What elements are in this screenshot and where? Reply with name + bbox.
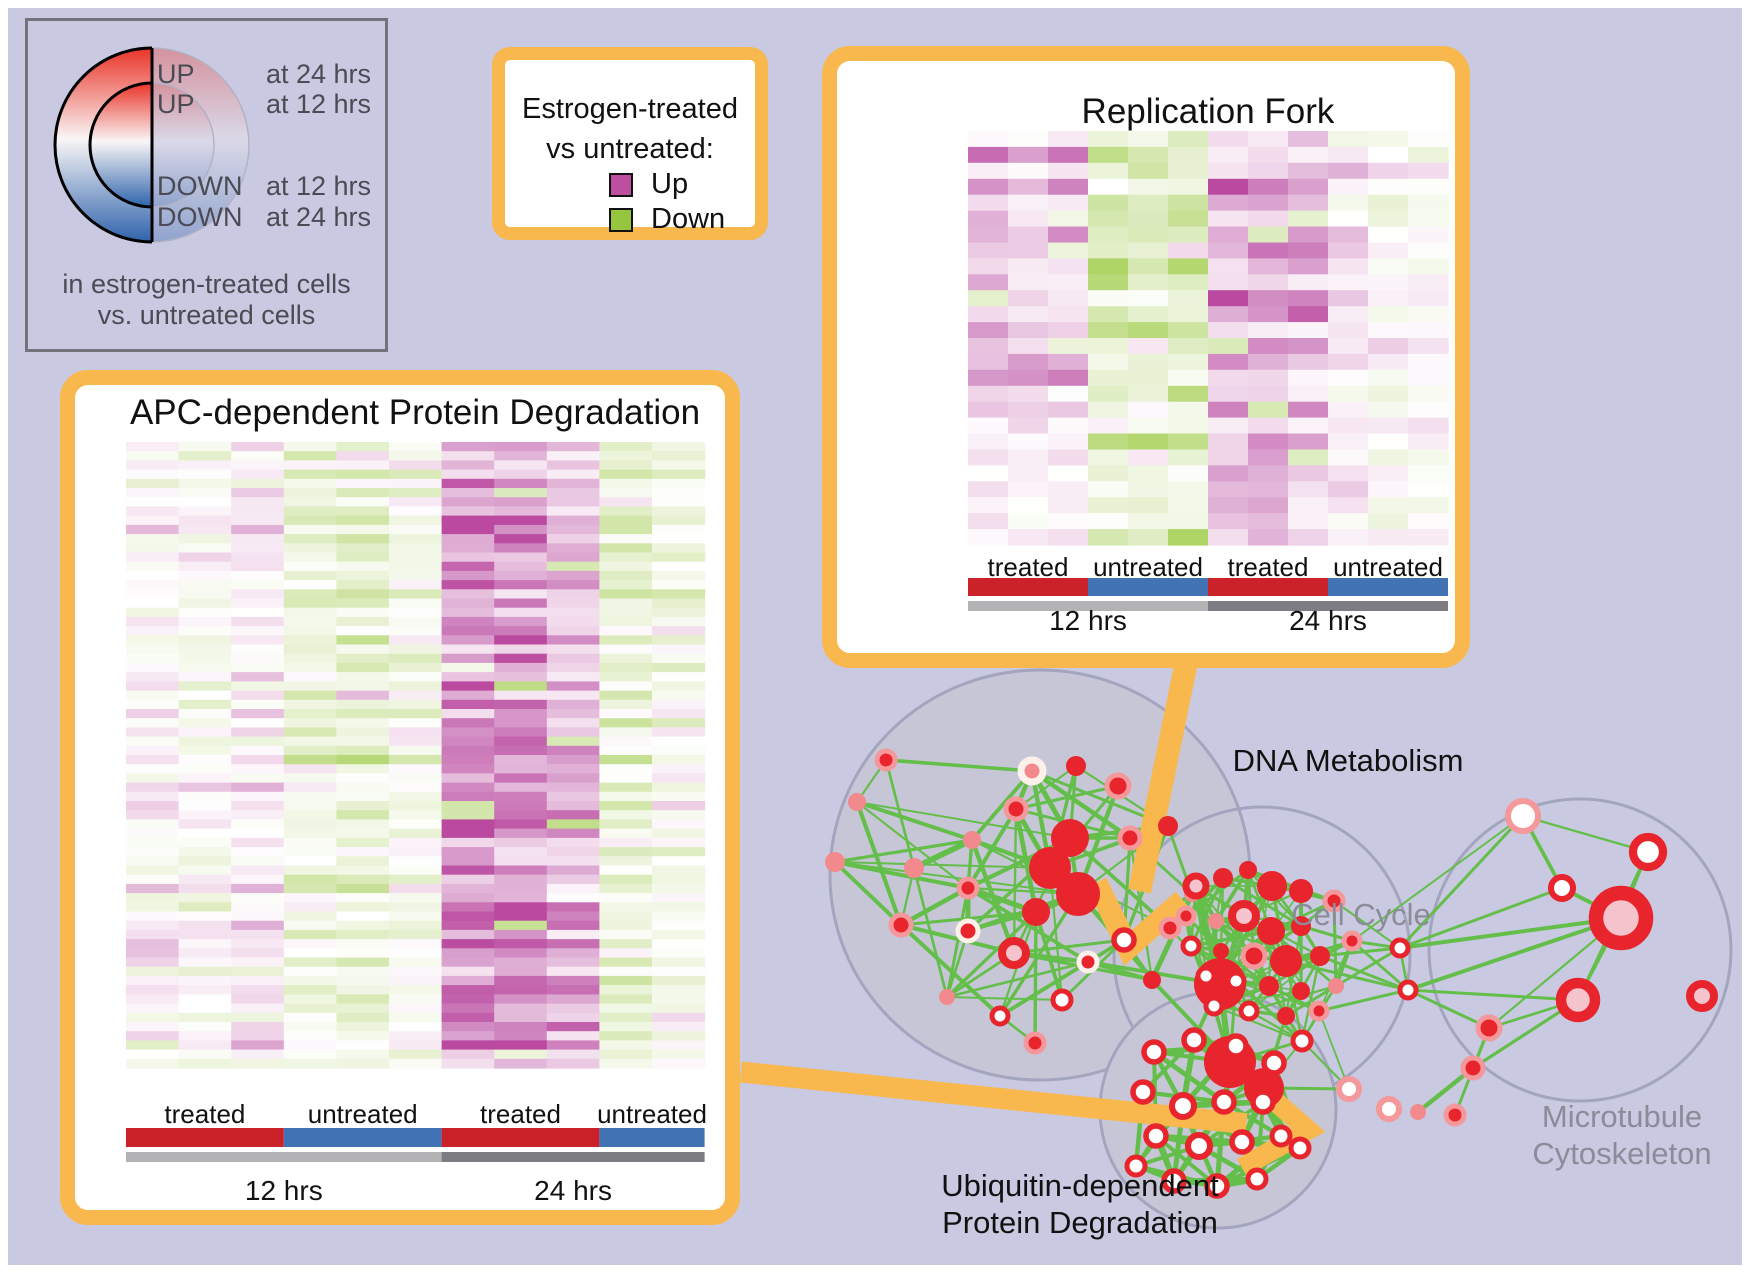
replication-fork-panel (822, 46, 1470, 668)
ring-legend-up24-time: at 24 hrs (265, 59, 371, 89)
ring-legend-up24-dir: UP (157, 59, 195, 89)
apc-panel (60, 370, 740, 1225)
apc-title: APC-dependent Protein Degradation (129, 393, 701, 432)
up-color-swatch (609, 173, 633, 197)
ring-legend-down24-dir: DOWN (157, 202, 243, 232)
ring-legend-down12-time: at 12 hrs (265, 171, 371, 201)
inner-ring-solid (88, 81, 152, 209)
updown-legend-title-1: Estrogen-treated (521, 93, 738, 125)
down-label: Down (651, 203, 726, 235)
down-color-swatch (609, 208, 633, 232)
ring-legend-box: UP at 24 hrs UP at 12 hrs DOWN at 12 hrs… (25, 18, 388, 352)
ring-legend-down24-time: at 24 hrs (265, 202, 371, 232)
replication-fork-title: Replication Fork (1081, 92, 1335, 131)
updown-legend-title-2: vs untreated: (546, 133, 714, 165)
ring-legend-down12-dir: DOWN (157, 171, 243, 201)
ring-legend-footnote-1: in estrogen-treated cells (62, 269, 351, 299)
ring-legend-up12-dir: UP (157, 89, 195, 119)
ring-legend-footnote-2: vs. untreated cells (97, 300, 316, 330)
ring-legend-up12-time: at 12 hrs (265, 89, 371, 119)
up-label: Up (651, 168, 689, 200)
updown-legend-box: Estrogen-treated vs untreated: Up Down (492, 47, 768, 240)
updown-ring-glyph (53, 46, 250, 244)
